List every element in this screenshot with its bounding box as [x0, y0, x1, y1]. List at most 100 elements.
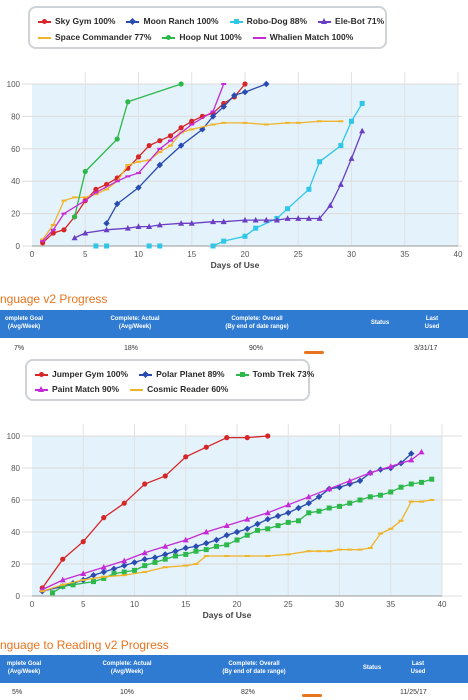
- chart2-series-3-point-13: [305, 493, 312, 500]
- chart2-legend-item-4[interactable]: Cosmic Reader 60%: [130, 384, 228, 394]
- chart2-series-2-point-23: [296, 518, 301, 524]
- chart2-legend: Jumper Gym 100% Polar Planet 89% Tomb Trek…: [25, 359, 314, 401]
- chart2-series-4-point-18: [347, 548, 353, 551]
- chart1-series-4-point-17: [242, 121, 248, 124]
- chart2-series-2-point-4: [101, 575, 107, 581]
- chart2-series-4-point-5: [142, 571, 148, 573]
- chart2-series-0-point-9: [224, 435, 230, 441]
- chart1-series-1-point-6: [209, 113, 217, 120]
- chart2-legend-label-1: Polar Planet 89%: [156, 369, 225, 379]
- chart2-series-2-point-17: [234, 537, 240, 543]
- chart2-series-4: [39, 499, 435, 593]
- chart1-series-3-point-5: [146, 223, 153, 229]
- chart2-x-tick-0: 0: [30, 600, 35, 609]
- chart2-series-2-point-22: [285, 519, 291, 525]
- chart2-series-2-point-25: [316, 508, 322, 514]
- chart1-series-4-point-4: [82, 196, 88, 199]
- chart1-series-2-point-13: [349, 118, 354, 124]
- chart1-legend-row-2: Space Commander 77% Hoop Nut 100% Whalien …: [38, 32, 364, 42]
- chart2-series-0-point-5: [142, 481, 148, 487]
- chart2-series-0-point-4: [121, 500, 127, 506]
- chart2-series-3-point-1: [59, 576, 66, 583]
- section2-col-last-used: Last Used: [410, 661, 426, 675]
- chart2-series-1-point-22: [274, 512, 282, 520]
- chart2-series-2-point-30: [367, 494, 373, 500]
- chart2-series-4-point-9: [203, 555, 209, 557]
- chart1-y-tick-60: 60: [11, 145, 20, 154]
- chart2-series-1-point-35: [408, 450, 415, 457]
- chart1-series-3-point-9: [210, 218, 217, 225]
- chart2-series-2-point-24: [306, 510, 312, 516]
- chart1-series-6-point-0: [40, 240, 46, 243]
- chart1-legend-item-0[interactable]: Sky Gym 100%: [38, 16, 115, 26]
- chart2-series-2-point-29: [357, 497, 363, 503]
- chart1-series-0-point-13: [178, 125, 184, 131]
- section1-goal-value: 7%: [14, 345, 25, 352]
- chart1-series-1: [103, 80, 270, 227]
- chart1-series-6-point-11: [210, 110, 216, 113]
- chart2-series-3-point-11: [264, 509, 271, 516]
- chart2-series-4-point-10: [224, 555, 230, 557]
- chart1-legend-swatch-5: [162, 33, 176, 42]
- chart2-series-4-point-1: [60, 583, 66, 586]
- chart2-legend-item-0[interactable]: Jumper Gym 100%: [35, 369, 128, 379]
- chart1-series-3-point-12: [252, 216, 259, 223]
- chart1-series-5-point-4: [178, 81, 184, 87]
- chart1-series-4-point-12: [167, 144, 173, 147]
- chart2-legend-item-3[interactable]: Paint Match 90%: [35, 384, 119, 394]
- chart1-series-1-point-3: [156, 161, 163, 169]
- chart2-y-tick-20: 20: [11, 560, 20, 569]
- chart1-series-6-point-3: [82, 199, 88, 202]
- chart2-series-0-point-10: [244, 435, 250, 441]
- chart1-series-2-point-7: [253, 225, 259, 231]
- chart2-series-3-point-18: [408, 456, 415, 463]
- chart1-legend-label-2: Robo-Dog 88%: [246, 16, 308, 26]
- chart2-series-1-point-5: [100, 568, 107, 576]
- chart2-x-tick-20: 20: [233, 600, 242, 609]
- chart1-legend-item-1[interactable]: Moon Ranch 100%: [126, 16, 219, 26]
- chart2-y-tick-0: 0: [16, 592, 21, 601]
- chart2-series-2-point-7: [132, 567, 137, 573]
- chart1-series-1-point-10: [263, 80, 270, 88]
- chart2-series-3-point-16: [367, 469, 374, 476]
- chart1-series-3-point-22: [359, 127, 366, 134]
- chart2-series-4-point-23: [398, 519, 404, 522]
- chart2-series-4-point-3: [101, 575, 107, 578]
- chart1-series-4-point-16: [221, 121, 227, 124]
- chart1-y-tick-40: 40: [11, 177, 20, 186]
- section2-col-overall: Complete: Overall (By end of date range): [222, 661, 286, 675]
- chart2-legend-item-1[interactable]: Polar Planet 89%: [139, 369, 225, 379]
- chart1-series-6-point-2: [61, 212, 67, 215]
- chart1-legend-item-4[interactable]: Space Commander 77%: [38, 32, 151, 42]
- chart2-series-1-point-29: [346, 480, 353, 488]
- chart1-series-5-point-0: [72, 214, 78, 220]
- chart1-series-4-point-8: [125, 164, 131, 166]
- chart1-legend-item-5[interactable]: Hoop Nut 100%: [162, 32, 242, 42]
- chart2-legend-label-0: Jumper Gym 100%: [52, 369, 129, 379]
- chart1-legend-label-1: Moon Ranch 100%: [143, 16, 219, 26]
- chart2-legend-label-3: Paint Match 90%: [52, 384, 120, 394]
- chart1-series-1-point-1: [114, 200, 121, 208]
- chart1-series-2-point-0: [93, 243, 99, 249]
- chart1-series-2-point-5: [221, 238, 227, 244]
- chart1-series-2-point-10: [306, 186, 312, 192]
- chart1-legend-label-0: Sky Gym 100%: [55, 16, 116, 26]
- chart2-x-tick-35: 35: [386, 600, 395, 609]
- chart1-series-4-point-9: [136, 160, 141, 163]
- chart1-legend-item-3[interactable]: Ele-Bot 71%: [318, 16, 384, 26]
- chart2-series-2-point-28: [347, 500, 353, 506]
- chart2-series-4-point-21: [378, 532, 383, 535]
- section2-goal-value: 5%: [12, 689, 23, 696]
- chart1-x-tick-20: 20: [241, 250, 250, 259]
- chart2-series-4-point-6: [162, 566, 168, 569]
- chart2-series-0-point-1: [60, 556, 66, 562]
- chart2-x-tick-25: 25: [284, 600, 293, 609]
- chart1-legend-swatch-2: [229, 17, 243, 26]
- chart2-series-0-point-7: [183, 454, 189, 460]
- chart2-series-4-point-20: [367, 547, 373, 549]
- chart1-legend-item-2[interactable]: Robo-Dog 88%: [229, 16, 308, 26]
- chart2-legend-swatch-2: [235, 370, 249, 379]
- section1-table-row: 7% 18% 90% 3/31/17: [0, 345, 468, 357]
- chart2-legend-item-2[interactable]: Tomb Trek 73%: [235, 369, 314, 379]
- chart1-legend-item-6[interactable]: Whalien Match 100%: [252, 32, 353, 42]
